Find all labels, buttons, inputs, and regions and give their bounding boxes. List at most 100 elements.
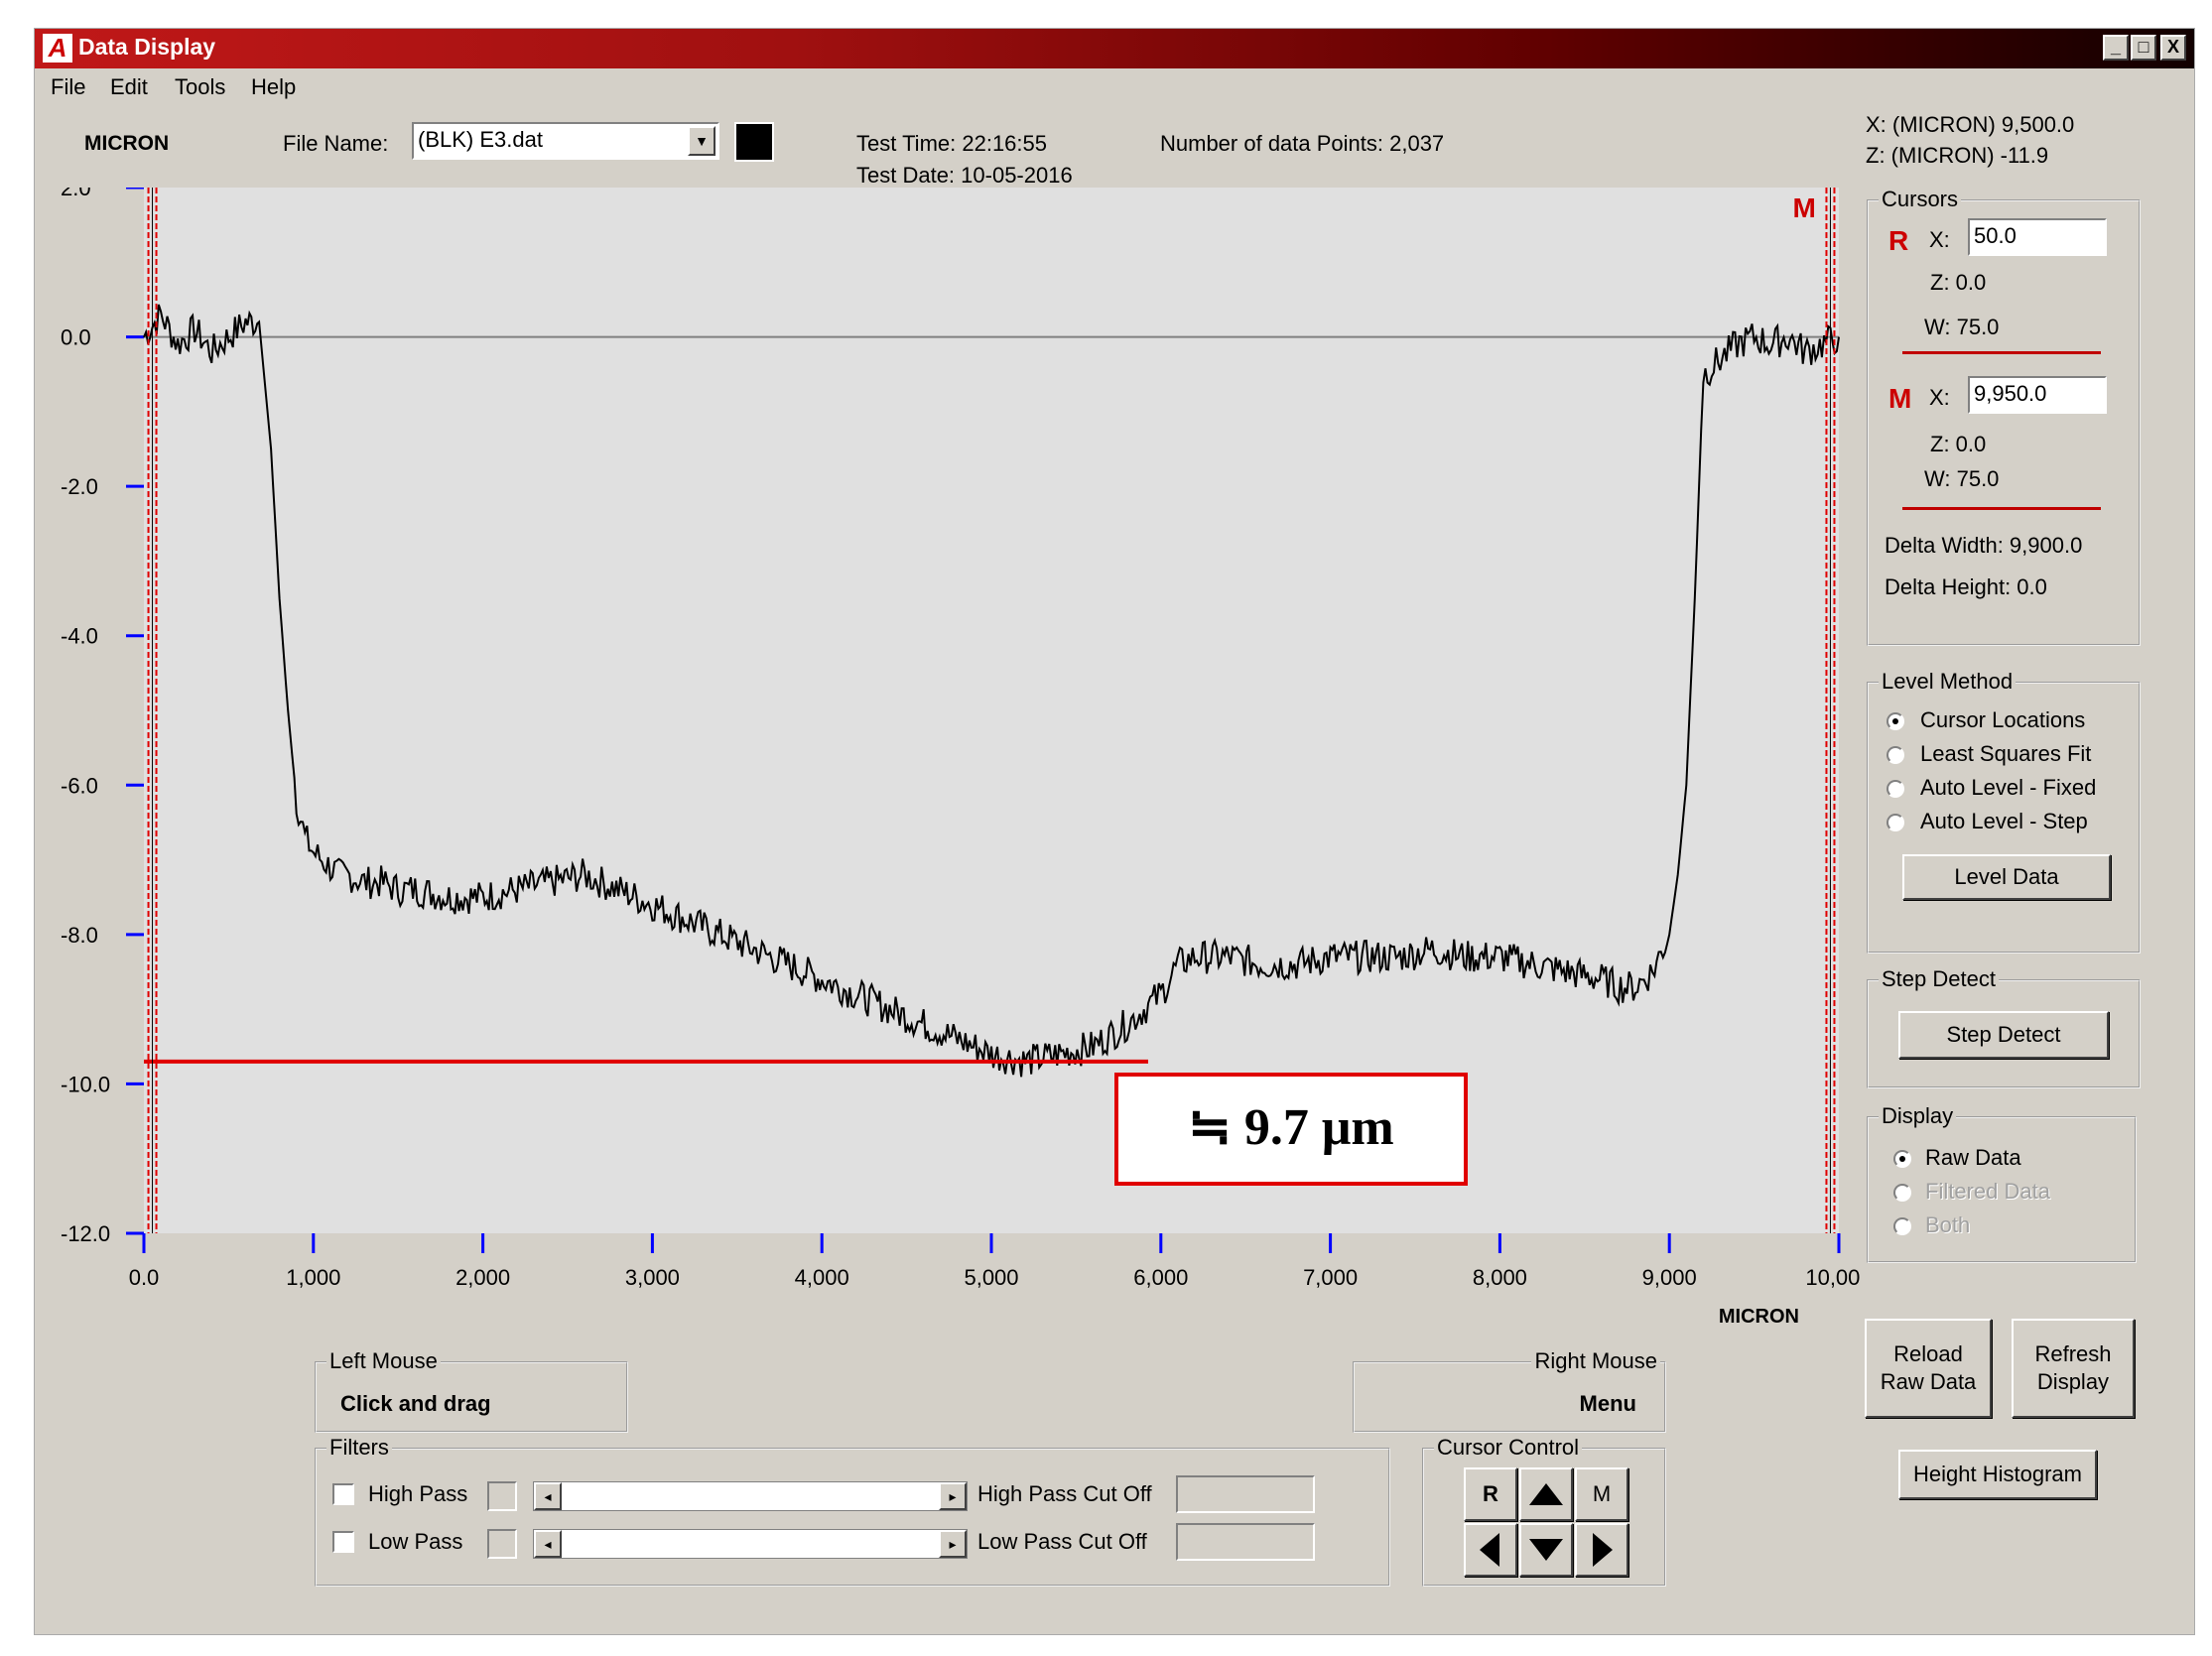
low-pass-cutoff-input[interactable] xyxy=(1176,1523,1315,1561)
menu-help[interactable]: Help xyxy=(251,74,297,99)
radio-auto-level-step[interactable] xyxy=(1887,814,1904,831)
radio-raw-data[interactable] xyxy=(1893,1150,1911,1168)
high-pass-cutoff-input[interactable] xyxy=(1176,1475,1315,1513)
reload-raw-data-button[interactable]: Reload Raw Data xyxy=(1865,1319,1992,1418)
step-detect-button[interactable]: Step Detect xyxy=(1898,1011,2109,1059)
color-swatch[interactable] xyxy=(734,122,774,162)
radio-filtered-data xyxy=(1893,1184,1911,1202)
option-auto-level-fixed[interactable]: Auto Level - Fixed xyxy=(1920,775,2097,800)
scroll-left-icon[interactable]: ◂ xyxy=(534,1530,562,1558)
cursor-right-button[interactable] xyxy=(1575,1523,1628,1577)
scroll-left-icon[interactable]: ◂ xyxy=(534,1482,562,1510)
scroll-right-icon[interactable]: ▸ xyxy=(939,1530,967,1558)
level-data-button[interactable]: Level Data xyxy=(1902,854,2111,900)
x-tick-label: 7,000 xyxy=(1303,1265,1358,1290)
left-mouse-group: Left Mouse Click and drag xyxy=(315,1348,628,1433)
menu-file[interactable]: File xyxy=(51,74,86,99)
high-pass-checkbox[interactable] xyxy=(332,1483,354,1505)
radio-least-squares[interactable] xyxy=(1887,746,1904,764)
cursor-control-group: Cursor Control xyxy=(1422,1435,1666,1587)
left-mouse-title: Left Mouse xyxy=(326,1348,441,1374)
option-raw-data[interactable]: Raw Data xyxy=(1925,1145,2021,1170)
plot-area xyxy=(144,188,1839,1233)
level-method-group: Level Method xyxy=(1867,669,2141,954)
scroll-right-icon[interactable]: ▸ xyxy=(939,1482,967,1510)
low-pass-checkbox[interactable] xyxy=(332,1531,354,1553)
low-pass-order-box[interactable] xyxy=(487,1529,517,1559)
cursor-r-divider xyxy=(1902,351,2101,354)
minimize-button[interactable]: _ xyxy=(2103,35,2129,61)
x-tick-label: 4,000 xyxy=(795,1265,849,1290)
low-pass-cutoff-label: Low Pass Cut Off xyxy=(977,1529,1147,1554)
profile-series-line xyxy=(143,304,1840,1078)
y-tick-label: 0.0 xyxy=(61,325,91,350)
profile-chart[interactable]: 2.0 0.0 -2.0 -4.0 -6.0 -8.0 -10.0 -12.0 0.0 1,000… xyxy=(35,188,1861,1378)
cursor-r-label: R xyxy=(1888,225,1909,256)
reload-label-1: Reload xyxy=(1893,1341,1963,1366)
x-axis-label: MICRON xyxy=(1719,1306,1799,1328)
option-least-squares[interactable]: Least Squares Fit xyxy=(1920,741,2092,766)
cursor-down-button[interactable] xyxy=(1519,1523,1573,1577)
chevron-down-icon[interactable]: ▼ xyxy=(688,126,716,156)
y-tick-label: -12.0 xyxy=(61,1221,110,1246)
arrow-right-icon xyxy=(1593,1533,1613,1567)
cursor-left-button[interactable] xyxy=(1464,1523,1517,1577)
right-mouse-value: Menu xyxy=(1579,1391,1636,1416)
cursor-m-w: W: 75.0 xyxy=(1924,466,2000,491)
height-histogram-button[interactable]: Height Histogram xyxy=(1898,1450,2097,1499)
cursor-m-marker-label: M xyxy=(1792,192,1815,223)
refresh-display-button[interactable]: Refresh Display xyxy=(2012,1319,2135,1418)
radio-auto-level-fixed[interactable] xyxy=(1887,780,1904,798)
data-display-window: A Data Display _ □ X File Edit Tools Hel… xyxy=(34,28,2195,1635)
maximize-button[interactable]: □ xyxy=(2131,35,2156,61)
menu-bar: File Edit Tools Help xyxy=(35,70,2194,100)
high-pass-slider[interactable]: ◂ ▸ xyxy=(533,1481,968,1511)
high-pass-order-box[interactable] xyxy=(487,1481,517,1511)
close-button[interactable]: X xyxy=(2160,35,2186,61)
menu-tools[interactable]: Tools xyxy=(175,74,226,99)
cursor-m-divider xyxy=(1902,507,2101,510)
y-tick-label: -10.0 xyxy=(61,1072,110,1096)
option-auto-level-step[interactable]: Auto Level - Step xyxy=(1920,809,2088,833)
data-points-count: Number of data Points: 2,037 xyxy=(1160,131,1445,156)
delta-width: Delta Width: 9,900.0 xyxy=(1885,533,2083,558)
y-tick-label: -2.0 xyxy=(61,474,98,499)
title-bar[interactable]: A Data Display _ □ X xyxy=(35,29,2194,68)
y-tick-label: -8.0 xyxy=(61,923,98,948)
step-detect-title: Step Detect xyxy=(1879,966,1999,992)
x-tick-label: 3,000 xyxy=(625,1265,680,1290)
cursor-r-select-button[interactable]: R xyxy=(1464,1467,1517,1521)
refresh-label-1: Refresh xyxy=(2034,1341,2112,1366)
y-tick-label: -6.0 xyxy=(61,773,98,798)
depth-annotation: ≒ 9.7 μm xyxy=(1114,1073,1468,1186)
cursor-m-x-input[interactable]: 9,950.0 xyxy=(1968,376,2107,414)
cursors-title: Cursors xyxy=(1879,187,1962,212)
cursor-r-z: Z: 0.0 xyxy=(1930,270,1987,295)
x-tick-label: 8,000 xyxy=(1473,1265,1527,1290)
file-name-value: (BLK) E3.dat xyxy=(418,127,543,152)
y-tick-label: -4.0 xyxy=(61,624,98,649)
level-method-title: Level Method xyxy=(1879,669,2017,695)
right-mouse-title: Right Mouse xyxy=(1531,1348,1660,1374)
arrow-up-icon xyxy=(1529,1483,1563,1505)
display-group: Display xyxy=(1867,1103,2137,1263)
display-title: Display xyxy=(1879,1103,1957,1129)
menu-edit[interactable]: Edit xyxy=(110,74,148,99)
cursor-up-button[interactable] xyxy=(1519,1467,1573,1521)
cursor-m-x-label: X: xyxy=(1929,385,1950,410)
low-pass-slider[interactable]: ◂ ▸ xyxy=(533,1529,968,1559)
refresh-label-2: Display xyxy=(2036,1369,2110,1394)
radio-cursor-locations[interactable] xyxy=(1887,712,1904,730)
high-pass-label: High Pass xyxy=(368,1481,468,1506)
y-tick-label: 2.0 xyxy=(61,188,91,200)
option-cursor-locations[interactable]: Cursor Locations xyxy=(1920,707,2086,732)
file-name-dropdown[interactable]: (BLK) E3.dat ▼ xyxy=(412,122,719,160)
window-title: Data Display xyxy=(78,34,216,60)
cursor-r-x-input[interactable]: 50.0 xyxy=(1968,218,2107,256)
test-date: Test Date: 10-05-2016 xyxy=(856,163,1073,188)
file-name-label: File Name: xyxy=(283,131,389,156)
cursor-r-x-label: X: xyxy=(1929,227,1950,252)
cursor-m-select-button[interactable]: M xyxy=(1575,1467,1628,1521)
left-mouse-value: Click and drag xyxy=(340,1391,491,1416)
x-readout: X: (MICRON) 9,500.0 xyxy=(1866,112,2075,137)
